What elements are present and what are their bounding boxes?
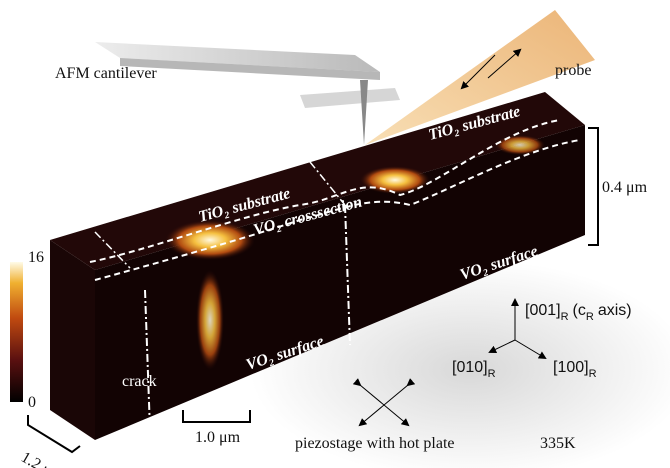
colorbar-max: 16 (28, 249, 44, 266)
figure: 16 0 AFM cantilever probe TiO₂ substrate… (0, 0, 670, 468)
tip (360, 80, 368, 145)
hot-spot (196, 270, 224, 370)
cantilever (300, 88, 400, 108)
hot-spot (165, 220, 255, 260)
label: 1.0 μm (195, 429, 241, 446)
height-bracket (588, 128, 598, 245)
axis-text: [100] (553, 359, 589, 376)
axis-sub: R (586, 311, 594, 323)
colorbar (10, 262, 23, 402)
axis-sub: R (561, 311, 569, 323)
width-bracket (183, 410, 250, 422)
label: 1.2 μm (18, 449, 66, 468)
axis-text: [001] (525, 302, 561, 319)
label: crack (122, 373, 157, 390)
side-face (50, 240, 95, 440)
label: piezostage with hot plate (295, 435, 455, 452)
label: 335K (540, 435, 576, 452)
axis-sub: R (488, 368, 496, 380)
hot-spot (360, 166, 430, 194)
label: 0.4 μm (602, 179, 648, 196)
axis-sub: R (589, 368, 597, 380)
axis-text: axis) (598, 302, 632, 319)
axis-text: [010] (452, 359, 488, 376)
colorbar-min: 0 (28, 394, 36, 411)
label: probe (555, 62, 591, 79)
label: AFM cantilever (55, 65, 157, 82)
axis-text: (c (573, 302, 586, 319)
